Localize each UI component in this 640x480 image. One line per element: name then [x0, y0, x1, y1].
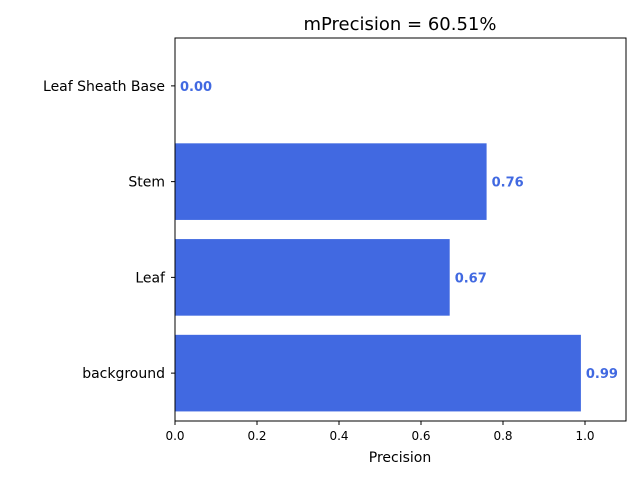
x-tick-label: 0.8	[493, 429, 512, 443]
bar	[175, 143, 487, 220]
data-label: 0.67	[455, 271, 487, 286]
category-label: Leaf	[135, 270, 166, 286]
x-tick-label: 0.6	[411, 429, 430, 443]
data-label: 0.99	[586, 367, 618, 382]
category-label: background	[82, 366, 165, 382]
bar	[175, 334, 581, 412]
x-tick-label: 0.0	[165, 429, 184, 443]
x-axis-label: Precision	[369, 450, 431, 466]
data-label: 0.00	[180, 80, 212, 95]
chart-title: mPrecision = 60.51%	[303, 14, 496, 35]
x-tick-label: 0.2	[247, 429, 266, 443]
plot-frame	[174, 37, 627, 422]
category-label: Leaf Sheath Base	[43, 79, 165, 95]
bar	[175, 239, 450, 316]
data-label: 0.76	[492, 176, 524, 191]
category-label: Stem	[128, 175, 165, 191]
x-tick-label: 1.0	[575, 429, 594, 443]
plot-area: background 0.99 Leaf 0.67 Stem 0.76 Leaf Sheat…	[43, 37, 627, 443]
x-tick-label: 0.4	[329, 429, 348, 443]
